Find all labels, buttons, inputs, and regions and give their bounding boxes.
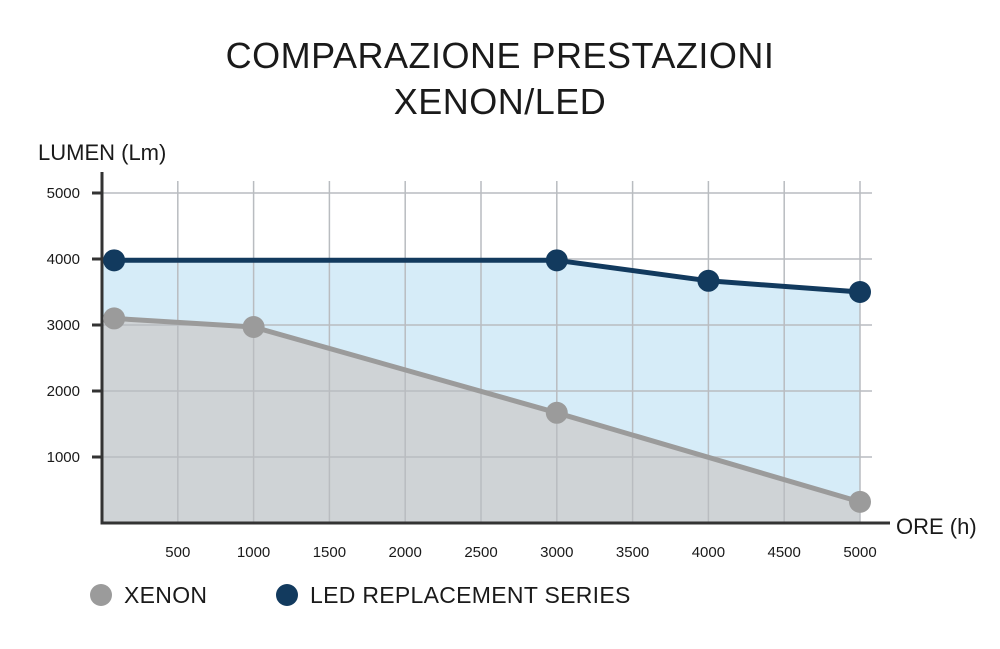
y-tick-label-4000: 4000 bbox=[47, 251, 80, 268]
legend: XENON LED REPLACEMENT SERIES bbox=[90, 582, 631, 608]
data-point-xenon-0 bbox=[103, 307, 126, 330]
axes bbox=[92, 172, 890, 525]
y-axis-label: LUMEN (Lm) bbox=[38, 140, 166, 165]
x-tick-label-3500: 3500 bbox=[616, 544, 649, 561]
x-tick-label-4000: 4000 bbox=[692, 544, 725, 561]
data-point-led-replacement-series-1 bbox=[545, 249, 568, 272]
data-point-xenon-3 bbox=[849, 490, 871, 513]
legend-marker-xenon bbox=[90, 584, 112, 606]
tick-labels: 500 1000 1500 2000 2500 3000 3500 4000 4500 5000 1… bbox=[47, 185, 877, 561]
x-tick-label-500: 500 bbox=[165, 544, 190, 561]
x-tick-label-1000: 1000 bbox=[237, 544, 270, 561]
x-axis-label: ORE (h) bbox=[896, 514, 977, 539]
data-point-led-replacement-series-0 bbox=[103, 249, 126, 272]
data-point-xenon-2 bbox=[545, 401, 568, 424]
series-line-xenon bbox=[113, 315, 861, 505]
legend-label-xenon: XENON bbox=[124, 582, 207, 608]
data-point-xenon-1 bbox=[242, 315, 265, 338]
legend-marker-led-replacement-series bbox=[276, 584, 298, 606]
y-tick-label-5000: 5000 bbox=[47, 185, 80, 202]
x-tick-label-3000: 3000 bbox=[540, 544, 573, 561]
legend-label-led-replacement-series: LED REPLACEMENT SERIES bbox=[310, 582, 631, 608]
data-point-led-replacement-series-2 bbox=[697, 269, 720, 292]
x-tick-label-2500: 2500 bbox=[464, 544, 497, 561]
y-tick-label-1000: 1000 bbox=[47, 449, 80, 466]
x-tick-label-5000: 5000 bbox=[843, 544, 876, 561]
y-tick-label-2000: 2000 bbox=[47, 383, 80, 400]
series-line-led-replacement-series bbox=[114, 257, 861, 295]
y-tick-label-3000: 3000 bbox=[47, 317, 80, 334]
x-tick-label-4500: 4500 bbox=[768, 544, 801, 561]
x-tick-label-2000: 2000 bbox=[389, 544, 422, 561]
data-point-led-replacement-series-3 bbox=[849, 281, 871, 303]
chart-title-line-2: XENON/LED bbox=[394, 81, 607, 122]
x-tick-label-1500: 1500 bbox=[313, 544, 346, 561]
series-lines bbox=[103, 249, 871, 513]
chart-title-line-1: COMPARAZIONE PRESTAZIONI bbox=[226, 35, 775, 76]
